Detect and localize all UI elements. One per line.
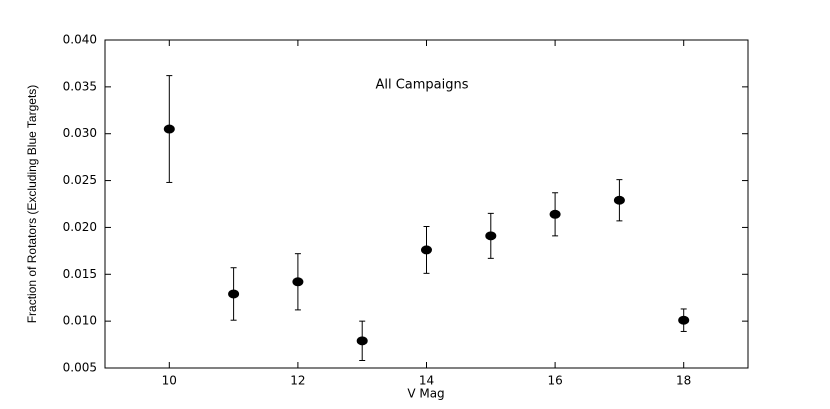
annotation: All Campaigns bbox=[375, 78, 468, 93]
x-tick-label: 14 bbox=[419, 374, 434, 388]
x-tick-label: 12 bbox=[290, 374, 305, 388]
x-axis-label: V Mag bbox=[407, 387, 444, 401]
y-tick-label: 0.020 bbox=[63, 220, 97, 234]
point bbox=[356, 336, 368, 346]
y-axis-label: Fraction of Rotators (Excluding Blue Tar… bbox=[25, 85, 39, 324]
y-tick-label: 0.010 bbox=[63, 314, 97, 328]
point bbox=[485, 231, 497, 241]
y-tick-label: 0.015 bbox=[63, 267, 97, 281]
x-tick-label: 10 bbox=[162, 374, 177, 388]
point bbox=[678, 315, 690, 325]
y-tick-label: 0.005 bbox=[63, 361, 97, 375]
x-tick-label: 16 bbox=[547, 374, 562, 388]
y-tick-label: 0.030 bbox=[63, 126, 97, 140]
y-tick-label: 0.035 bbox=[63, 79, 97, 93]
point bbox=[292, 277, 304, 287]
point bbox=[228, 289, 240, 299]
point bbox=[613, 195, 625, 205]
point bbox=[549, 209, 561, 219]
x-tick-label: 18 bbox=[676, 374, 691, 388]
y-tick-label: 0.025 bbox=[63, 173, 97, 187]
point bbox=[421, 245, 432, 255]
y-tick-label: 0.040 bbox=[63, 33, 97, 47]
point bbox=[163, 124, 175, 134]
